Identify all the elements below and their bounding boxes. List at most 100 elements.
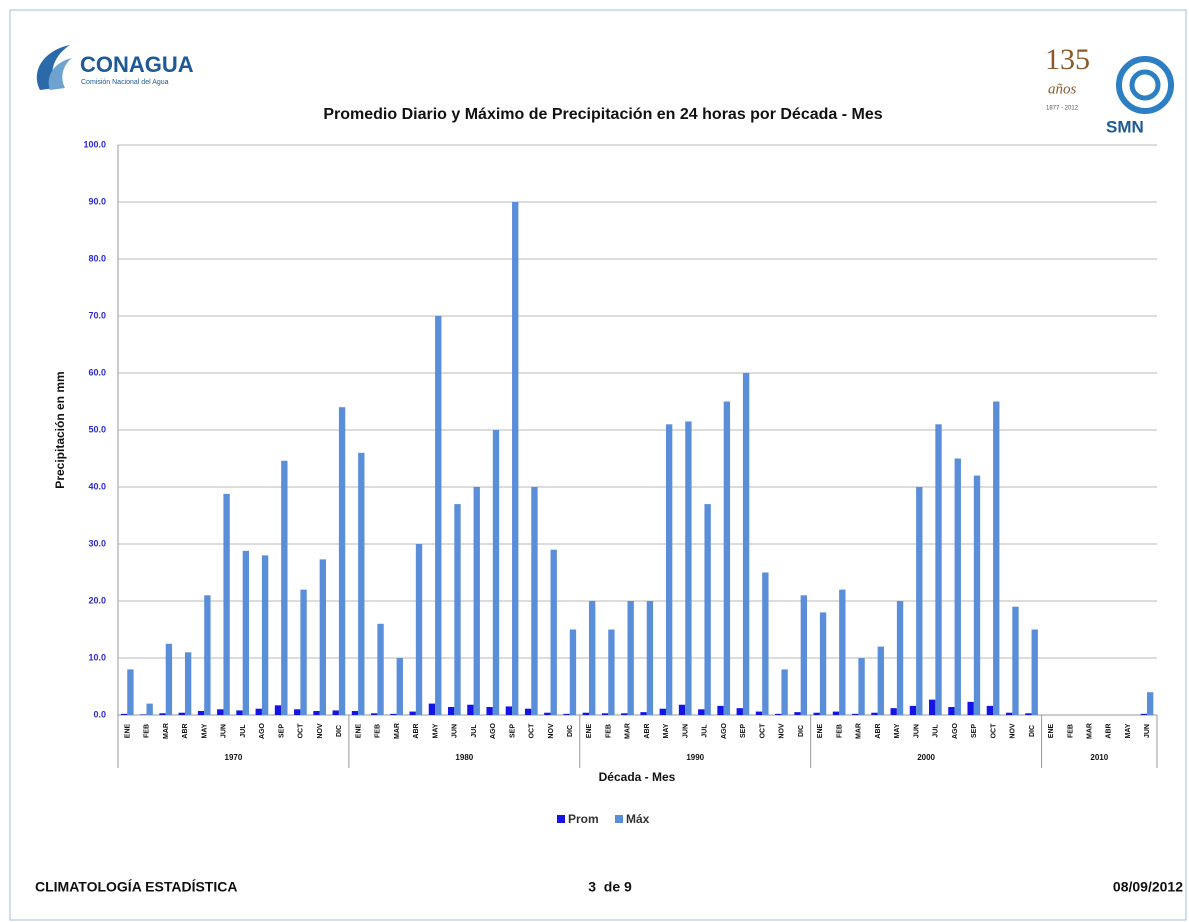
bar xyxy=(569,629,577,715)
footer-right: 08/09/2012 xyxy=(1113,879,1183,895)
x-tick-label: OCT xyxy=(990,723,997,739)
x-tick-label: JUL xyxy=(702,724,709,738)
bar xyxy=(544,712,551,715)
footer-left: CLIMATOLOGÍA ESTADÍSTICA xyxy=(35,879,237,895)
x-tick-label: DIC xyxy=(567,725,574,737)
bar xyxy=(217,709,224,715)
bar xyxy=(165,643,173,715)
bar xyxy=(973,475,981,715)
bar xyxy=(967,701,974,715)
bar xyxy=(332,710,339,715)
logo-name: SMN xyxy=(1106,117,1144,136)
bar xyxy=(736,708,743,715)
bar xyxy=(390,713,397,715)
x-tick-label: MAR xyxy=(625,723,632,739)
legend-label: Máx xyxy=(626,812,650,826)
x-tick-label: ABR xyxy=(1106,723,1113,738)
bar xyxy=(428,703,436,715)
bar xyxy=(223,493,230,715)
x-tick-label: NOV xyxy=(548,723,555,739)
x-tick-label: MAR xyxy=(394,723,401,739)
x-tick-label: FEB xyxy=(144,724,151,738)
bar xyxy=(351,711,359,715)
x-tick-label: JUN xyxy=(452,724,459,738)
x-tick-label: AGO xyxy=(952,722,959,739)
bar xyxy=(742,373,750,715)
y-tick-label: 30.0 xyxy=(88,538,106,548)
bar xyxy=(800,595,808,715)
bar xyxy=(640,712,647,715)
bar xyxy=(178,712,185,715)
bar xyxy=(1025,713,1032,715)
bar xyxy=(313,711,320,715)
x-tick-label: AGO xyxy=(490,722,497,739)
bar xyxy=(993,401,1000,715)
bar xyxy=(204,595,211,715)
bar xyxy=(755,711,763,715)
bar xyxy=(698,709,705,715)
x-tick-label: FEB xyxy=(605,724,612,738)
bar xyxy=(447,707,455,715)
bar xyxy=(986,705,994,715)
bar xyxy=(319,559,326,715)
bar xyxy=(274,705,282,715)
logo-shape xyxy=(36,45,70,90)
y-tick-label: 0.0 xyxy=(93,709,106,719)
bar xyxy=(678,704,686,715)
smn-logo: 135 años 1877 - 2012 SMN xyxy=(1045,43,1174,136)
bar xyxy=(646,601,654,715)
x-tick-label: JUN xyxy=(1144,724,1151,738)
bar xyxy=(184,652,192,715)
x-tick-label: FEB xyxy=(1067,724,1074,738)
bar xyxy=(473,487,480,715)
bar xyxy=(819,612,827,715)
logo-subtitle: Comisión Nacional del Agua xyxy=(81,79,169,86)
x-tick-label: JUL xyxy=(240,724,247,738)
bar xyxy=(371,713,378,715)
bar xyxy=(601,713,609,715)
bar xyxy=(358,452,365,715)
bar xyxy=(839,589,846,715)
bar xyxy=(717,705,724,715)
bar xyxy=(621,713,628,715)
footer-center: 3 de 9 xyxy=(588,879,632,895)
x-tick-label: NOV xyxy=(779,723,786,739)
x-tick-label: ABR xyxy=(182,723,189,738)
y-tick-label: 20.0 xyxy=(88,595,106,605)
y-tick-label: 80.0 xyxy=(88,253,106,263)
x-tick-label: SEP xyxy=(509,724,516,738)
x-tick-label: JUL xyxy=(933,724,940,738)
x-tick-label: OCT xyxy=(298,723,305,739)
x-tick-label: MAR xyxy=(163,723,170,739)
x-tick-label: DIC xyxy=(336,725,343,737)
bar xyxy=(852,713,859,715)
x-tick-label: MAY xyxy=(1125,723,1132,738)
x-tick-label: JUN xyxy=(913,724,920,738)
bar xyxy=(563,713,570,715)
bar xyxy=(608,629,615,715)
x-tick-label: ABR xyxy=(644,723,651,738)
x-tick-label: ENE xyxy=(1048,723,1055,738)
bar xyxy=(1012,606,1019,715)
bar xyxy=(832,711,840,715)
bar xyxy=(1146,692,1154,715)
bar xyxy=(704,504,711,715)
x-tick-label: ENE xyxy=(817,723,824,738)
bar xyxy=(762,572,769,715)
bar xyxy=(589,601,596,715)
bar xyxy=(813,712,820,715)
bar xyxy=(659,708,666,715)
bar xyxy=(415,544,423,715)
x-tick-label: MAY xyxy=(663,723,670,738)
bar xyxy=(1031,629,1038,715)
bar xyxy=(377,623,384,715)
legend-swatch xyxy=(615,815,623,823)
bar xyxy=(409,711,416,715)
x-tick-label: OCT xyxy=(759,723,766,739)
bar xyxy=(723,401,731,715)
bar xyxy=(781,669,788,715)
bar xyxy=(550,549,557,715)
conagua-logo: CONAGUA Comisión Nacional del Agua xyxy=(36,45,194,90)
bar xyxy=(127,669,134,715)
x-tick-label: AGO xyxy=(721,722,728,739)
